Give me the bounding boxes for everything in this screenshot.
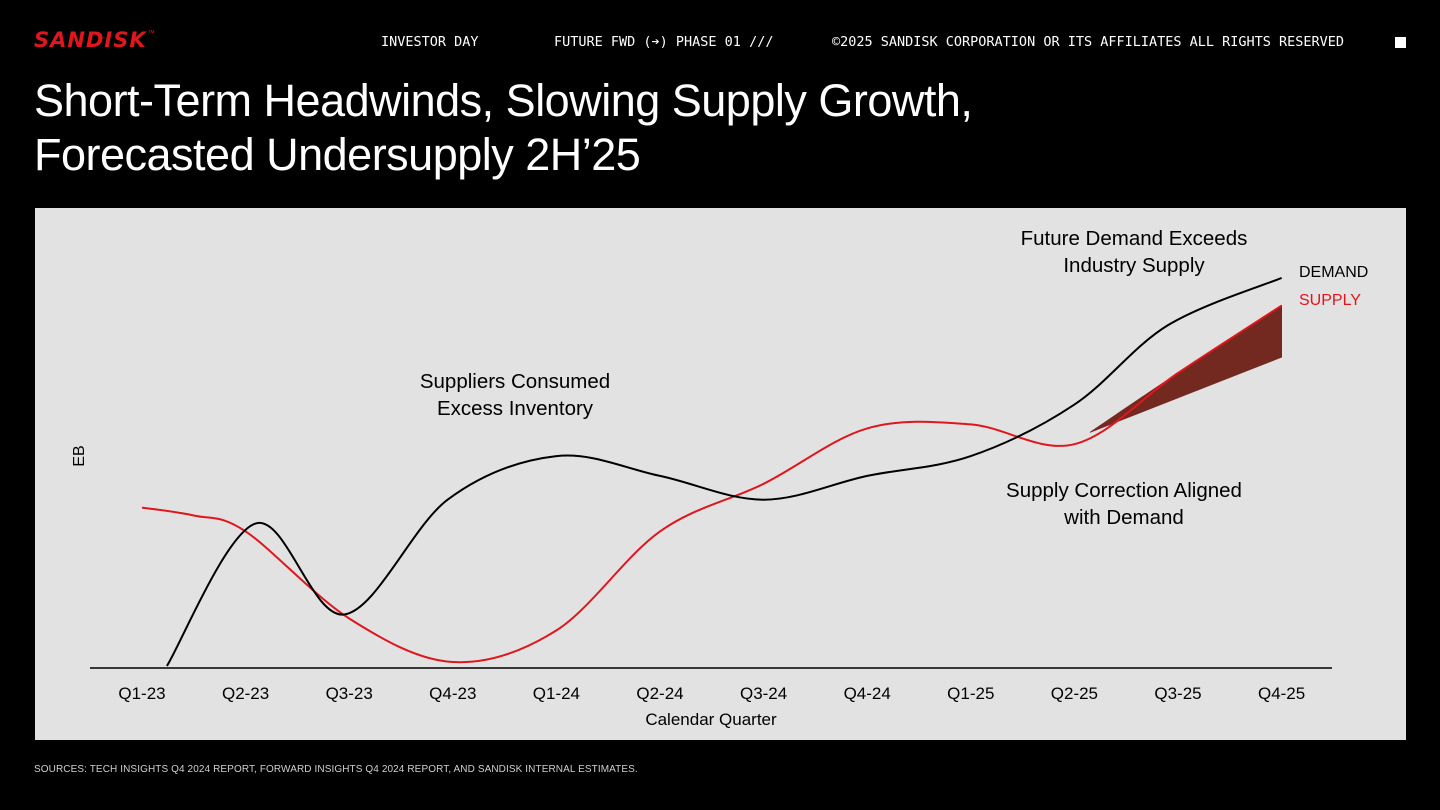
annotation-supply-correction-line2: with Demand [1063, 506, 1184, 529]
header-phase: FUTURE FWD (➔) PHASE 01 /// [554, 34, 774, 50]
y-axis-label: EB [71, 445, 88, 466]
x-tick-label: Q1-24 [533, 684, 580, 703]
x-tick-label: Q3-25 [1154, 684, 1201, 703]
sandisk-logo: SANDISK™ [34, 30, 155, 52]
supply-demand-chart: Q1-23 Q2-23 Q3-23 Q4-23 Q1-24 Q2-24 Q3-24 Q4-24… [71, 227, 1368, 729]
chart-panel: Q1-23 Q2-23 Q3-23 Q4-23 Q1-24 Q2-24 Q3-24 Q4-24… [35, 208, 1406, 740]
annotation-future-demand-line2: Industry Supply [1063, 254, 1205, 277]
title-line-2: Forecasted Undersupply 2H’25 [34, 129, 641, 180]
x-tick-label: Q3-24 [740, 684, 787, 703]
x-tick-labels: Q1-23 Q2-23 Q3-23 Q4-23 Q1-24 Q2-24 Q3-24 Q4-24… [118, 684, 1305, 703]
page-title: Short-Term Headwinds, Slowing Supply Gro… [34, 74, 1134, 182]
x-tick-label: Q1-25 [947, 684, 994, 703]
square-icon [1395, 37, 1406, 48]
x-tick-label: Q4-25 [1258, 684, 1305, 703]
logo-trademark: ™ [147, 30, 155, 37]
legend-demand-label: DEMAND [1299, 264, 1368, 281]
annotation-suppliers-line1: Suppliers Consumed [420, 370, 610, 393]
x-tick-label: Q4-24 [844, 684, 891, 703]
annotation-suppliers-line2: Excess Inventory [437, 397, 594, 420]
logo-wordmark: SANDISK [34, 28, 147, 52]
x-tick-label: Q4-23 [429, 684, 476, 703]
x-axis-label: Calendar Quarter [645, 710, 777, 729]
x-tick-label: Q2-25 [1051, 684, 1098, 703]
top-bar: SANDISK™ INVESTOR DAY FUTURE FWD (➔) PHA… [34, 30, 1406, 54]
sources-footnote: SOURCES: TECH INSIGHTS Q4 2024 REPORT, F… [34, 764, 638, 775]
x-tick-label: Q3-23 [326, 684, 373, 703]
series-lines-layer [141, 276, 1283, 667]
x-tick-label: Q2-24 [636, 684, 683, 703]
annotation-future-demand-line1: Future Demand Exceeds [1021, 227, 1248, 250]
x-tick-label: Q1-23 [118, 684, 165, 703]
supply-line [141, 304, 1283, 664]
demand-line [166, 276, 1282, 667]
title-line-1: Short-Term Headwinds, Slowing Supply Gro… [34, 75, 973, 126]
header-copyright: ©2025 SANDISK CORPORATION OR ITS AFFILIA… [832, 34, 1345, 50]
header-event: INVESTOR DAY [381, 34, 479, 50]
x-tick-label: Q2-23 [222, 684, 269, 703]
annotation-supply-correction-line1: Supply Correction Aligned [1006, 479, 1242, 502]
legend-supply-label: SUPPLY [1299, 292, 1361, 309]
